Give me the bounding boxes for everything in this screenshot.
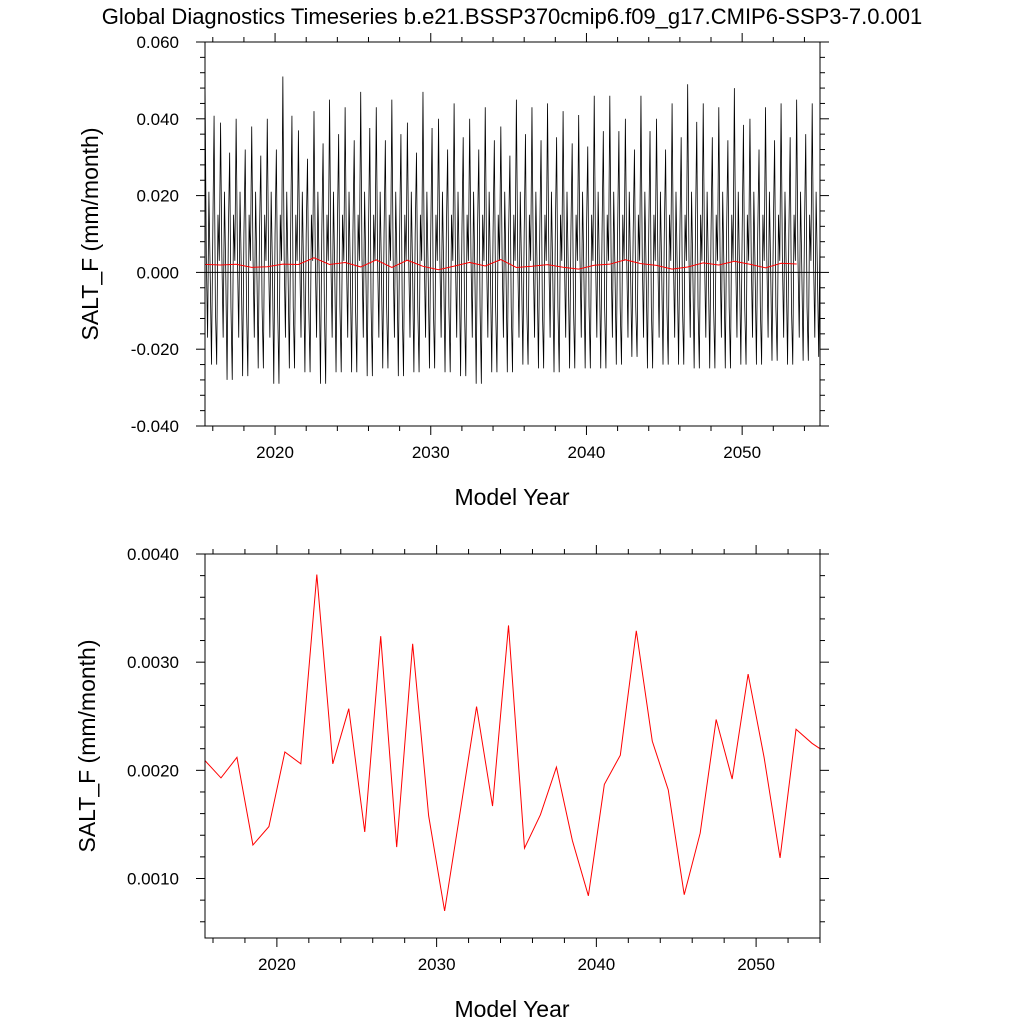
- bottom-y-tick-label: 0.0010: [127, 870, 179, 889]
- top-x-tick-label: 2030: [412, 443, 450, 462]
- bottom-plot-marks: [204, 574, 821, 912]
- top-y-tick-label: 0.060: [136, 33, 179, 52]
- bottom-y-axis-label: SALT_F (mm/month): [74, 640, 100, 853]
- top-series-monthly-line: [204, 76, 821, 384]
- bottom-axis-ticks: 2020 2030 2040 2050 0.0010 0.0020 0.0030 0.0040: [127, 545, 829, 974]
- top-y-tick-label: 0.000: [136, 263, 179, 282]
- bottom-y-tick-label: 0.0030: [127, 653, 179, 672]
- top-y-tick-label: -0.040: [131, 417, 179, 436]
- bottom-x-tick-label: 2020: [258, 955, 296, 974]
- top-plot-frame: [204, 41, 821, 427]
- bottom-x-axis-label: Model Year: [454, 996, 569, 1022]
- top-plot-marks: [204, 76, 821, 384]
- top-y-tick-label: -0.020: [131, 340, 179, 359]
- top-y-tick-label: 0.040: [136, 110, 179, 129]
- bottom-series-annual-line: [204, 574, 821, 912]
- figure-title: Global Diagnostics Timeseries b.e21.BSSP…: [102, 4, 923, 29]
- top-x-tick-label: 2020: [256, 443, 294, 462]
- bottom-y-tick-label: 0.0020: [127, 761, 179, 780]
- top-x-tick-label: 2050: [723, 443, 761, 462]
- top-y-tick-label: 0.020: [136, 187, 179, 206]
- top-y-axis-label: SALT_F (mm/month): [77, 128, 103, 341]
- bottom-y-tick-label: 0.0040: [127, 545, 179, 564]
- top-panel: 2020 2030 2040 2050 -0.040 -0.020 0.000 0.020 0.…: [77, 33, 829, 510]
- bottom-x-tick-label: 2040: [577, 955, 615, 974]
- bottom-panel: 2020 2030 2040 2050 0.0010 0.0020 0.0030 0.0040…: [74, 545, 829, 1022]
- top-x-axis-label: Model Year: [454, 484, 569, 510]
- bottom-plot-frame: [204, 553, 821, 939]
- top-series-annual-line: [204, 257, 797, 271]
- bottom-x-tick-label: 2050: [737, 955, 775, 974]
- bottom-x-tick-label: 2030: [418, 955, 456, 974]
- top-axis-ticks: 2020 2030 2040 2050 -0.040 -0.020 0.000 0.020 0.…: [131, 33, 829, 462]
- top-x-tick-label: 2040: [568, 443, 606, 462]
